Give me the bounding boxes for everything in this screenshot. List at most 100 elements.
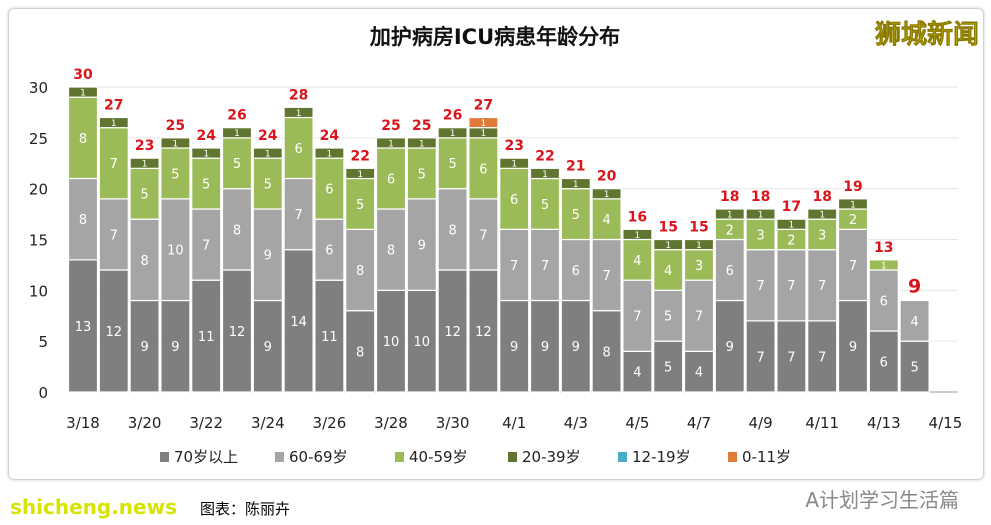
segment-value-label: 1 [881,261,887,271]
bar-segment [560,188,591,241]
bar-segment [221,137,253,190]
segment-value-label: 3 [695,259,703,274]
segment-value-label: 1 [419,139,425,149]
chart-frame [8,8,984,480]
bar-segment [622,228,653,241]
segment-value-label: 6 [510,193,518,208]
bar-segment [345,177,376,230]
bar-segment [899,340,930,393]
segment-value-label: 10 [414,335,431,350]
bar-segment [67,86,99,98]
segment-value-label: 9 [510,340,518,355]
segment-value-label: 5 [356,198,364,213]
bar-segment [221,127,253,139]
segment-value-label: 7 [110,157,118,172]
segment-value-label: 6 [479,162,487,177]
segment-value-label: 5 [910,361,918,376]
bar-segment [221,269,253,393]
total-value-label: 25 [381,118,400,134]
bar-segment [653,340,684,393]
bar-segment [314,147,345,159]
segment-value-label: 1 [850,200,856,210]
segment-value-label: 1 [604,190,610,200]
y-tick-label: 20 [29,181,48,199]
segment-value-label: 8 [602,345,610,360]
total-value-label: 17 [782,199,801,215]
segment-value-label: 7 [787,350,795,365]
segment-value-label: 5 [541,198,549,213]
bar-segment [745,208,776,220]
legend-label: 20-39岁 [522,448,581,466]
legend-swatch [275,452,284,462]
segment-value-label: 1 [481,129,487,139]
x-tick-label: 4/11 [805,414,839,432]
total-value-label: 28 [289,87,308,103]
bar-segment [653,289,684,342]
source-caption: 图表：陈丽卉 [200,500,291,518]
segment-value-label: 7 [602,269,610,284]
x-tick-label: 4/3 [564,414,588,432]
bar-segment [345,167,376,180]
segment-value-label: 7 [818,279,826,294]
segment-value-label: 1 [635,231,641,241]
bar-segment [683,350,715,393]
total-value-label: 16 [628,209,647,225]
legend-label: 40-59岁 [409,448,468,466]
bar-segment [653,238,684,251]
bar-segment [375,147,407,210]
segment-value-label: 1 [203,150,209,160]
total-value-label: 24 [196,128,216,144]
segment-value-label: 14 [290,315,307,330]
bar-segment [67,259,99,393]
x-tick-label: 3/24 [251,414,285,432]
bar-segment [529,299,561,393]
total-value-label: 30 [73,67,93,83]
total-value-label: 18 [751,189,770,205]
x-tick-label: 3/30 [436,414,470,432]
segment-value-label: 7 [633,310,641,325]
segment-value-label: 7 [541,259,549,274]
segment-value-label: 1 [142,160,148,170]
bar-segment [98,269,129,393]
bar-segment [529,177,561,230]
segment-value-label: 6 [325,244,333,259]
bar-segment [622,238,653,281]
segment-value-label: 5 [664,361,672,376]
x-tick-label: 3/26 [313,414,347,432]
segment-value-label: 10 [167,244,184,259]
bar-segment [437,269,468,393]
bar-segment [499,157,530,169]
segment-value-label: 1 [727,211,733,221]
bar-segment [98,198,129,271]
segment-value-label: 8 [79,213,87,228]
bar-segment [653,249,684,291]
bar-segment [468,198,499,271]
bar-segment [406,289,437,393]
bar-segment [283,106,314,119]
segment-value-label: 7 [110,228,118,243]
y-tick-label: 25 [29,130,48,148]
segment-value-label: 7 [756,279,764,294]
bar-segment [468,269,499,393]
segment-value-label: 6 [387,172,395,187]
bar-segment [899,299,930,342]
segment-value-label: 5 [140,188,148,203]
total-value-label: 27 [474,98,493,114]
x-tick-label: 4/5 [625,414,649,432]
total-value-label: 21 [566,159,585,175]
bar-segment [807,249,838,322]
x-tick-label: 4/15 [929,414,963,432]
total-value-label: 25 [166,118,185,134]
segment-value-label: 3 [756,228,764,243]
legend-swatch [160,452,169,462]
segment-value-label: 2 [787,233,795,248]
total-value-label: 24 [320,128,340,144]
total-value-label: 23 [504,138,523,154]
segment-value-label: 5 [664,310,672,325]
total-value-label: 18 [720,189,739,205]
segment-value-label: 1 [234,129,240,139]
segment-value-label: 4 [664,264,672,279]
segment-value-label: 7 [294,208,302,223]
bar-segment [191,157,222,210]
bar-segment [745,249,776,322]
